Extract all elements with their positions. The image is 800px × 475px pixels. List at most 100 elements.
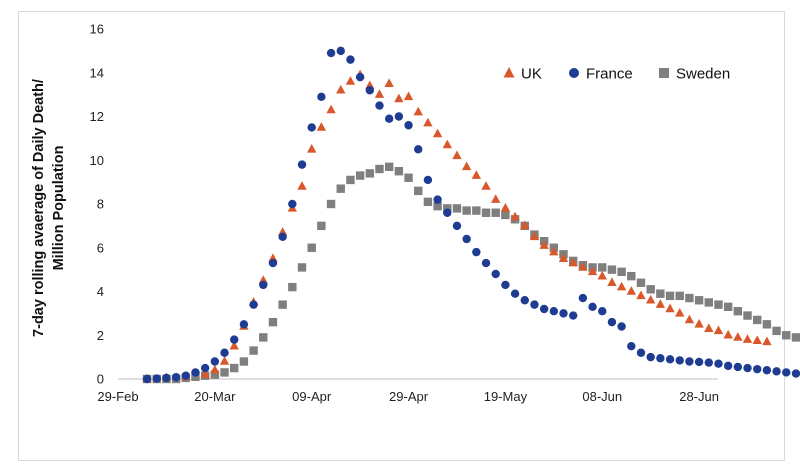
france-point xyxy=(762,366,772,375)
france-point xyxy=(162,373,171,383)
france-point xyxy=(394,112,404,121)
y-tick-label: 4 xyxy=(97,284,104,299)
uk-point xyxy=(636,290,646,300)
x-tick-label: 29-Feb xyxy=(97,389,138,404)
sweden-point xyxy=(239,357,249,366)
france-point xyxy=(384,114,394,123)
uk-point xyxy=(655,299,666,308)
legend-label: France xyxy=(586,66,633,83)
sweden-point xyxy=(772,326,781,336)
uk-point xyxy=(665,303,675,313)
france-point xyxy=(549,306,559,316)
sweden-point xyxy=(762,320,772,329)
sweden-point xyxy=(297,263,307,272)
france-point xyxy=(694,357,704,367)
y-tick-label: 6 xyxy=(97,240,104,255)
uk-point xyxy=(752,335,762,344)
france-point xyxy=(501,280,510,290)
sweden-point xyxy=(462,206,471,215)
france-point xyxy=(723,361,733,371)
legend-item-sweden: Sweden xyxy=(659,66,730,83)
france-point xyxy=(520,296,529,305)
legend-label: Sweden xyxy=(676,66,730,83)
uk-point xyxy=(326,104,336,114)
sweden-point xyxy=(646,285,655,294)
uk-point xyxy=(500,203,511,212)
uk-point xyxy=(510,211,520,221)
sweden-point xyxy=(346,175,355,185)
france-point xyxy=(230,335,239,344)
uk-point xyxy=(742,334,753,343)
sweden-point xyxy=(433,201,442,211)
uk-point xyxy=(423,117,433,127)
sweden-point xyxy=(365,169,375,178)
france-point xyxy=(539,304,549,314)
uk-point xyxy=(675,308,685,317)
sweden-point xyxy=(355,171,365,180)
uk-point xyxy=(762,336,772,346)
uk-point xyxy=(597,270,607,280)
legend-item-france: France xyxy=(569,66,633,83)
uk-point xyxy=(384,78,394,87)
france-point xyxy=(714,359,723,368)
y-tick-label: 8 xyxy=(97,197,104,212)
data-points xyxy=(142,46,800,384)
france-point xyxy=(336,46,345,56)
france-point xyxy=(578,293,588,303)
y-axis-title-line-2: Million Population xyxy=(51,146,67,271)
uk-point xyxy=(626,286,637,295)
y-axis-ticks: 0 2 4 6 8 10 12 14 16 xyxy=(90,22,104,387)
sweden-point xyxy=(714,300,723,309)
uk-point xyxy=(694,318,704,328)
sweden-point xyxy=(414,186,423,196)
sweden-point xyxy=(326,199,336,209)
chart-frame xyxy=(18,11,785,461)
uk-point xyxy=(549,246,559,256)
uk-point xyxy=(452,150,462,160)
france-point xyxy=(675,356,684,365)
sweden-point xyxy=(704,298,713,307)
legend-item-uk: UK xyxy=(503,66,542,83)
france-point xyxy=(404,121,413,130)
legend-label: UK xyxy=(521,66,542,83)
sweden-point xyxy=(394,166,404,176)
france-point xyxy=(433,195,442,204)
uk-point xyxy=(394,93,404,103)
uk-point xyxy=(481,181,491,190)
sweden-point xyxy=(723,302,733,312)
france-point xyxy=(627,341,636,351)
y-tick-label: 10 xyxy=(90,153,104,168)
x-tick-label: 20-Mar xyxy=(194,389,236,404)
france-point xyxy=(772,367,781,376)
france-point xyxy=(791,369,800,378)
sweden-point xyxy=(694,296,704,305)
x-axis-ticks: 29-Feb 20-Mar 09-Apr 29-Apr 19-May 08-Jun 28-J… xyxy=(97,389,719,404)
y-axis-title: 7-day rolling avaerage of Daily Death/ M… xyxy=(31,79,67,337)
sweden-point xyxy=(220,368,229,377)
sweden-point xyxy=(472,206,481,215)
sweden-point xyxy=(627,271,636,281)
france-point xyxy=(326,48,336,58)
uk-point xyxy=(471,170,482,179)
france-point xyxy=(142,374,152,384)
uk-point xyxy=(432,128,443,138)
france-point xyxy=(704,358,713,367)
sweden-point xyxy=(259,333,268,342)
france-point xyxy=(462,234,471,244)
legend-marker-square xyxy=(659,68,669,78)
sweden-point xyxy=(423,197,433,207)
sweden-point xyxy=(743,311,752,320)
france-point xyxy=(559,309,568,318)
uk-point xyxy=(200,369,210,378)
uk-point xyxy=(210,364,220,374)
sweden-point xyxy=(501,210,510,220)
uk-point xyxy=(704,323,714,332)
y-tick-label: 16 xyxy=(90,22,104,37)
france-point xyxy=(375,101,384,110)
france-point xyxy=(607,317,617,327)
sweden-point xyxy=(665,291,675,301)
x-tick-label: 19-May xyxy=(484,389,528,404)
uk-point xyxy=(316,122,327,131)
legend-marker-triangle xyxy=(503,67,515,78)
